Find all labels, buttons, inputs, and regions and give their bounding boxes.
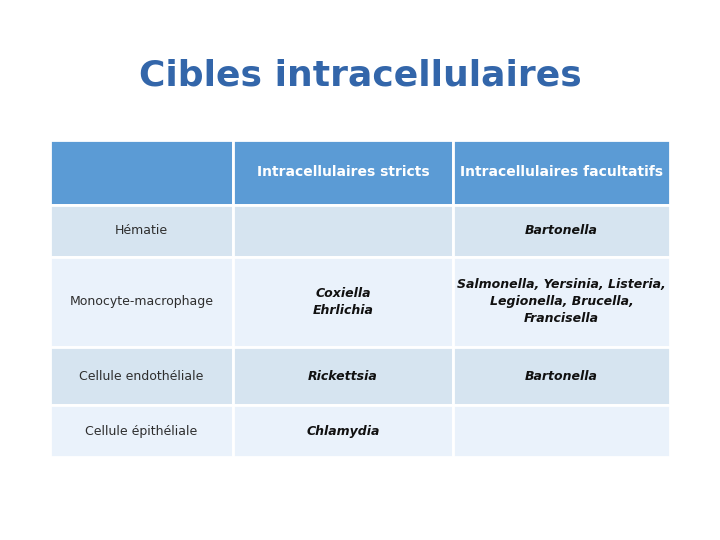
Bar xyxy=(233,140,453,205)
Bar xyxy=(50,257,233,347)
Bar xyxy=(50,347,233,405)
Bar xyxy=(453,205,670,257)
Bar xyxy=(233,257,453,347)
Bar xyxy=(453,140,670,205)
Text: Hématie: Hématie xyxy=(115,225,168,238)
Bar xyxy=(453,405,670,457)
Bar xyxy=(233,405,453,457)
Text: Intracellulaires stricts: Intracellulaires stricts xyxy=(256,165,429,179)
Bar xyxy=(50,205,233,257)
Text: Chlamydia: Chlamydia xyxy=(306,424,379,437)
Text: Monocyte-macrophage: Monocyte-macrophage xyxy=(69,295,213,308)
Text: Rickettsia: Rickettsia xyxy=(308,369,378,382)
Text: Bartonella: Bartonella xyxy=(525,369,598,382)
Text: Salmonella, Yersinia, Listeria,
Legionella, Brucella,
Francisella: Salmonella, Yersinia, Listeria, Legionel… xyxy=(457,279,666,326)
Bar xyxy=(453,347,670,405)
Text: Coxiella
Ehrlichia: Coxiella Ehrlichia xyxy=(312,287,374,317)
Text: Cibles intracellulaires: Cibles intracellulaires xyxy=(139,58,581,92)
Text: Cellule endothéliale: Cellule endothéliale xyxy=(79,369,204,382)
Bar xyxy=(233,205,453,257)
Text: Intracellulaires facultatifs: Intracellulaires facultatifs xyxy=(460,165,663,179)
Bar xyxy=(233,347,453,405)
Bar xyxy=(50,140,233,205)
Bar xyxy=(50,405,233,457)
Bar xyxy=(453,257,670,347)
Text: Cellule épithéliale: Cellule épithéliale xyxy=(86,424,197,437)
Text: Bartonella: Bartonella xyxy=(525,225,598,238)
